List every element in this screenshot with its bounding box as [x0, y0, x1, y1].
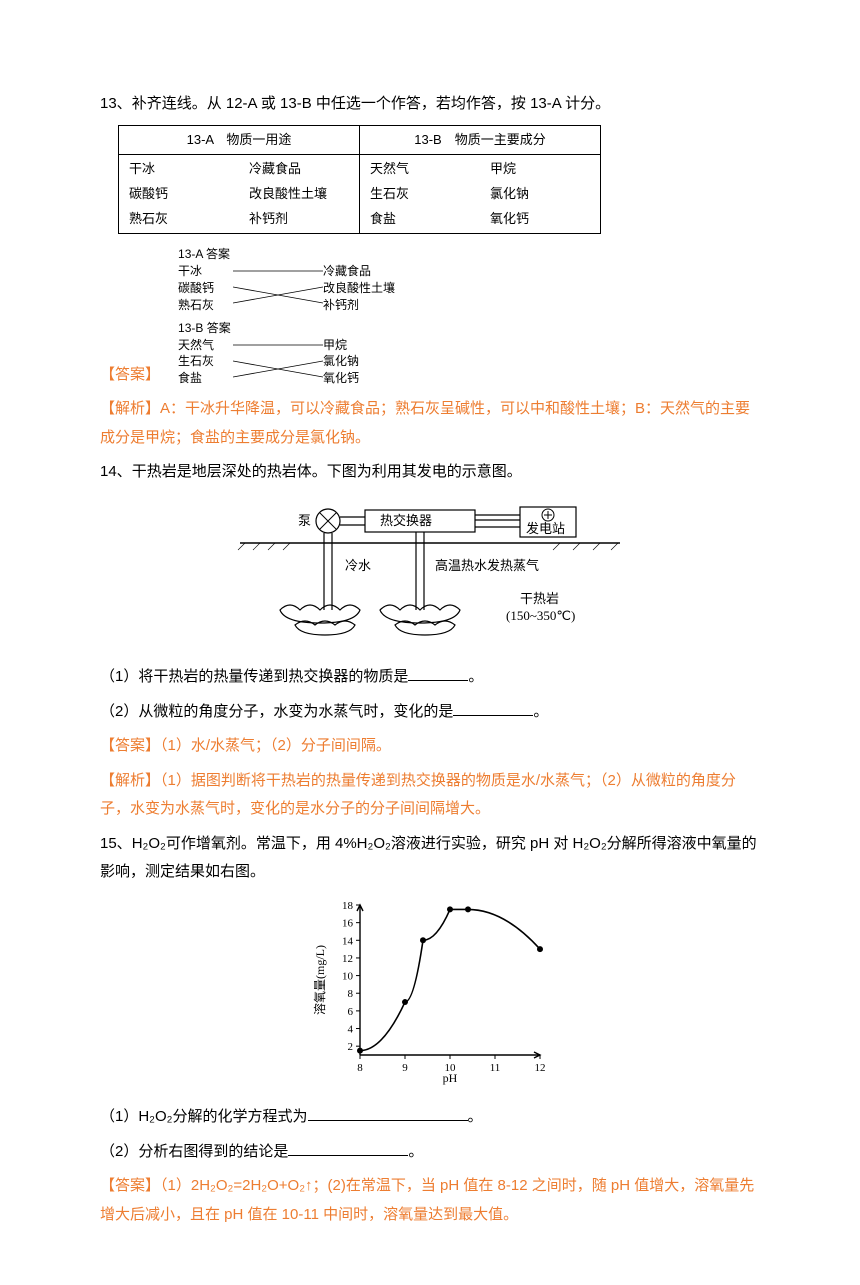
- match-item: 天然气: [178, 337, 233, 354]
- geothermal-diagram: 泵 热交换器 发电站 冷水 高温热水发热蒸气 干热岩 (150~350℃): [220, 495, 640, 645]
- explain-label: 【解析】: [100, 772, 160, 789]
- svg-text:pH: pH: [443, 1071, 458, 1085]
- q13-table: 13-A 物质一用途 13-B 物质一主要成分 干冰 碳酸钙 熟石灰 冷藏食品 …: [118, 125, 601, 235]
- svg-text:16: 16: [342, 918, 354, 930]
- blank-field: [308, 1120, 468, 1121]
- table-cell: 氯化钠: [490, 182, 590, 207]
- svg-text:11: 11: [490, 1062, 501, 1074]
- ans-section-a: 13-A 答案: [178, 246, 413, 263]
- q13-answer-wrap: 【答案】 13-A 答案 干冰 碳酸钙 熟石灰 冷藏食品 改良酸性土壤 补钙剂: [100, 242, 760, 389]
- q14-explain: 【解析】（1）据图判断将干热岩的热量传递到热交换器的物质是水/水蒸气；（2）从微…: [100, 767, 760, 824]
- match-item: 氯化钠: [323, 353, 413, 370]
- svg-text:4: 4: [348, 1023, 354, 1035]
- q15-part1: （1）H₂O₂分解的化学方程式为 。: [100, 1103, 760, 1132]
- q13-cell-b: 天然气 生石灰 食盐 甲烷 氯化钠 氧化钙: [360, 155, 601, 234]
- diagram-pump-label: 泵: [298, 513, 311, 528]
- q13-header-b: 13-B 物质一主要成分: [360, 125, 601, 155]
- match-item: 生石灰: [178, 353, 233, 370]
- match-item: 熟石灰: [178, 297, 233, 314]
- match-item: 食盐: [178, 370, 233, 387]
- blank-field: [288, 1155, 408, 1156]
- q14-intro: 14、干热岩是地层深处的热岩体。下图为利用其发电的示意图。: [100, 458, 760, 487]
- q13-explain: 【解析】A：干冰升华降温，可以冷藏食品；熟石灰呈碱性，可以中和酸性土壤；B：天然…: [100, 395, 760, 452]
- q14-intro-text: 干热岩是地层深处的热岩体。下图为利用其发电的示意图。: [132, 463, 522, 480]
- table-cell: 天然气: [370, 157, 470, 182]
- q13-prompt: 13、补齐连线。从 12-A 或 13-B 中任选一个作答，若均作答，按 13-…: [100, 90, 760, 119]
- match-item: 氧化钙: [323, 370, 413, 387]
- answer-label: 【答案】: [100, 361, 160, 390]
- ans-section-b: 13-B 答案: [178, 320, 413, 337]
- table-cell: 甲烷: [490, 157, 590, 182]
- match-lines-a: [233, 263, 323, 311]
- svg-text:18: 18: [342, 900, 354, 912]
- q15-part1-end: 。: [468, 1108, 483, 1125]
- q14-answer: 【答案】（1）水/水蒸气；（2）分子间间隔。: [100, 732, 760, 761]
- match-item: 干冰: [178, 263, 233, 280]
- match-item: 补钙剂: [323, 297, 413, 314]
- q13-answer-figure: 13-A 答案 干冰 碳酸钙 熟石灰 冷藏食品 改良酸性土壤 补钙剂 13-B …: [178, 242, 413, 389]
- q14-explain-text: （1）据图判断将干热岩的热量传递到热交换器的物质是水/水蒸气；（2）从微粒的角度…: [100, 772, 736, 818]
- q14-part1-text: （1）将干热岩的热量传递到热交换器的物质是: [100, 668, 408, 685]
- table-cell: 食盐: [370, 207, 470, 232]
- q14-part2: （2）从微粒的角度分子，水变为水蒸气时，变化的是 。: [100, 698, 760, 727]
- q14-number: 14、: [100, 463, 132, 480]
- table-cell: 碳酸钙: [129, 182, 229, 207]
- svg-text:12: 12: [342, 953, 353, 965]
- match-item: 改良酸性土壤: [323, 280, 413, 297]
- svg-text:8: 8: [348, 988, 354, 1000]
- diagram-cold-label: 冷水: [345, 558, 371, 573]
- q15-part2: （2）分析右图得到的结论是 。: [100, 1138, 760, 1167]
- q13-explain-text: A：干冰升华降温，可以冷藏食品；熟石灰呈碱性，可以中和酸性土壤；B：天然气的主要…: [100, 400, 750, 446]
- q14-part1-end: 。: [468, 668, 483, 685]
- q15-part2-end: 。: [408, 1143, 423, 1160]
- svg-text:10: 10: [342, 971, 354, 983]
- table-cell: 补钙剂: [249, 207, 349, 232]
- q14-part2-text: （2）从微粒的角度分子，水变为水蒸气时，变化的是: [100, 703, 453, 720]
- diagram-exchanger-label: 热交换器: [380, 513, 432, 528]
- table-cell: 改良酸性土壤: [249, 182, 349, 207]
- answer-label: 【答案】: [100, 737, 160, 754]
- table-cell: 生石灰: [370, 182, 470, 207]
- q13-number: 13、: [100, 95, 132, 112]
- q13-header-a: 13-A 物质一用途: [119, 125, 360, 155]
- diagram-temp-label: (150~350℃): [506, 608, 575, 623]
- oxygen-ph-chart: 2468101214161889101112pH溶氧量(mg/L): [310, 895, 550, 1085]
- q15-part1-text: （1）H₂O₂分解的化学方程式为: [100, 1108, 308, 1125]
- svg-text:12: 12: [535, 1062, 546, 1074]
- q14-diagram-wrap: 泵 热交换器 发电站 冷水 高温热水发热蒸气 干热岩 (150~350℃): [100, 495, 760, 656]
- answer-label: 【答案】: [100, 1177, 160, 1194]
- q15-intro: 15、H₂O₂可作增氧剂。常温下，用 4%H₂O₂溶液进行实验，研究 pH 对 …: [100, 830, 760, 887]
- diagram-station-label: 发电站: [526, 521, 565, 536]
- q15-chart-wrap: 2468101214161889101112pH溶氧量(mg/L): [100, 895, 760, 1096]
- match-item: 冷藏食品: [323, 263, 413, 280]
- svg-text:溶氧量(mg/L): 溶氧量(mg/L): [312, 945, 327, 1015]
- blank-field: [453, 715, 533, 716]
- svg-text:2: 2: [348, 1041, 354, 1053]
- match-item: 碳酸钙: [178, 280, 233, 297]
- svg-text:8: 8: [357, 1062, 363, 1074]
- svg-text:14: 14: [342, 935, 354, 947]
- match-lines-b: [233, 337, 323, 385]
- svg-text:9: 9: [402, 1062, 408, 1074]
- q13-cell-a: 干冰 碳酸钙 熟石灰 冷藏食品 改良酸性土壤 补钙剂: [119, 155, 360, 234]
- q14-part1: （1）将干热岩的热量传递到热交换器的物质是 。: [100, 663, 760, 692]
- table-cell: 干冰: [129, 157, 229, 182]
- table-cell: 熟石灰: [129, 207, 229, 232]
- q14-answer-text: （1）水/水蒸气；（2）分子间间隔。: [160, 737, 391, 754]
- q15-answer: 【答案】（1）2H₂O₂=2H₂O+O₂↑；(2)在常温下，当 pH 值在 8-…: [100, 1172, 760, 1229]
- q15-answer-text: （1）2H₂O₂=2H₂O+O₂↑；(2)在常温下，当 pH 值在 8-12 之…: [100, 1177, 754, 1223]
- table-cell: 氧化钙: [490, 207, 590, 232]
- q15-number: 15、: [100, 835, 132, 852]
- svg-text:6: 6: [348, 1006, 354, 1018]
- explain-label: 【解析】: [100, 400, 160, 417]
- q15-part2-text: （2）分析右图得到的结论是: [100, 1143, 288, 1160]
- diagram-hot-label: 高温热水发热蒸气: [435, 558, 539, 573]
- diagram-rock-label: 干热岩: [520, 591, 559, 606]
- q15-intro-text: H₂O₂可作增氧剂。常温下，用 4%H₂O₂溶液进行实验，研究 pH 对 H₂O…: [100, 835, 757, 881]
- q14-part2-end: 。: [533, 703, 548, 720]
- blank-field: [408, 680, 468, 681]
- q13-text: 补齐连线。从 12-A 或 13-B 中任选一个作答，若均作答，按 13-A 计…: [132, 95, 610, 112]
- match-item: 甲烷: [323, 337, 413, 354]
- table-cell: 冷藏食品: [249, 157, 349, 182]
